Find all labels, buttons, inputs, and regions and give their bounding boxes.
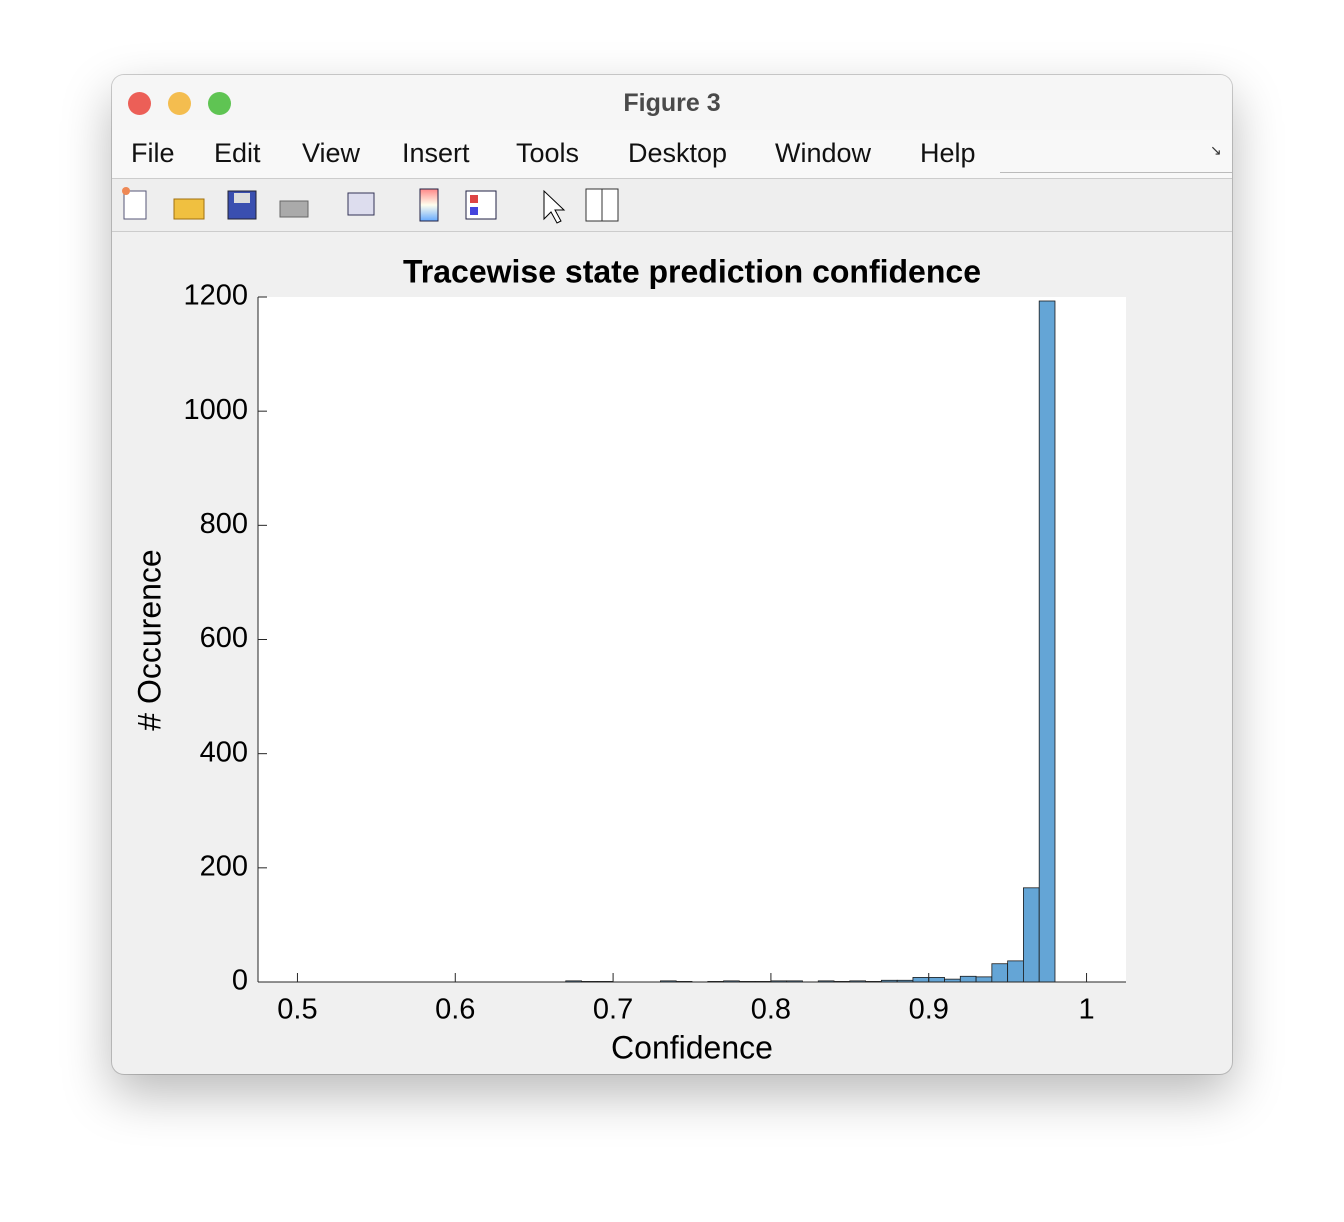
figure-window: Figure 3 ↘ File Edit View Insert Tools Deskto… — [112, 75, 1232, 1074]
zoom-button[interactable] — [208, 92, 231, 115]
chart-title: Tracewise state prediction confidence — [403, 253, 981, 289]
axes-background — [258, 297, 1126, 982]
x-tick-label: 1 — [1078, 994, 1094, 1026]
bar — [912, 977, 930, 983]
bar — [928, 977, 945, 983]
y-tick-label: 200 — [200, 850, 248, 882]
menu-item[interactable]: File — [131, 138, 175, 168]
bar — [959, 975, 977, 983]
minimize-button[interactable] — [168, 92, 191, 115]
x-tick-label: 0.9 — [909, 994, 949, 1026]
print-icon[interactable] — [279, 200, 309, 218]
x-tick-label: 0.7 — [593, 994, 633, 1026]
link-icon[interactable] — [347, 192, 375, 216]
menu-item[interactable]: Window — [775, 138, 872, 168]
bar — [991, 963, 1009, 983]
y-axis-label: # Occurence — [131, 549, 167, 730]
bar — [1007, 960, 1024, 983]
y-tick-label: 1000 — [183, 394, 248, 426]
menu-item[interactable]: Edit — [214, 138, 261, 168]
y-tick-label: 400 — [200, 736, 248, 768]
menu-item[interactable]: Insert — [402, 138, 470, 168]
bar — [1023, 887, 1040, 983]
y-tick-label: 600 — [200, 622, 248, 654]
menu-item[interactable]: Help — [920, 138, 976, 168]
colorbar-icon[interactable] — [419, 188, 439, 222]
title-bar: Figure 3 — [112, 75, 1232, 130]
legend-icon-blue — [470, 207, 478, 215]
x-tick-label: 0.8 — [751, 994, 791, 1026]
new-icon[interactable] — [123, 190, 147, 220]
x-axis-label: Confidence — [611, 1029, 773, 1065]
plot: Tracewise state prediction confidence Co… — [131, 253, 1126, 1065]
toolbar — [112, 178, 1232, 232]
pointer-icon[interactable] — [543, 189, 566, 224]
menu-item[interactable]: View — [302, 138, 361, 168]
x-tick-label: 0.5 — [277, 994, 317, 1026]
bar — [1038, 300, 1056, 983]
menu-item[interactable]: Tools — [516, 138, 580, 168]
new-icon-star — [122, 187, 130, 195]
expand-icon[interactable]: ↘ — [1210, 142, 1222, 158]
y-tick-label: 800 — [200, 508, 248, 540]
bar — [975, 976, 993, 983]
y-tick-label: 0 — [232, 965, 248, 997]
save-icon-label — [234, 193, 250, 203]
menu-bar: ↘ File Edit View Insert Tools Desktop Window He… — [112, 130, 1232, 178]
toolbar-icons — [122, 187, 619, 224]
close-button[interactable] — [128, 92, 151, 115]
window-title: Figure 3 — [623, 89, 721, 117]
menu-item[interactable]: Desktop — [628, 138, 728, 168]
y-tick-label: 1200 — [183, 280, 248, 312]
legend-icon-red — [470, 195, 478, 203]
x-tick-label: 0.6 — [435, 994, 475, 1026]
chart: Tracewise state prediction confidence Co… — [131, 253, 1126, 1065]
open-icon[interactable] — [173, 198, 205, 220]
